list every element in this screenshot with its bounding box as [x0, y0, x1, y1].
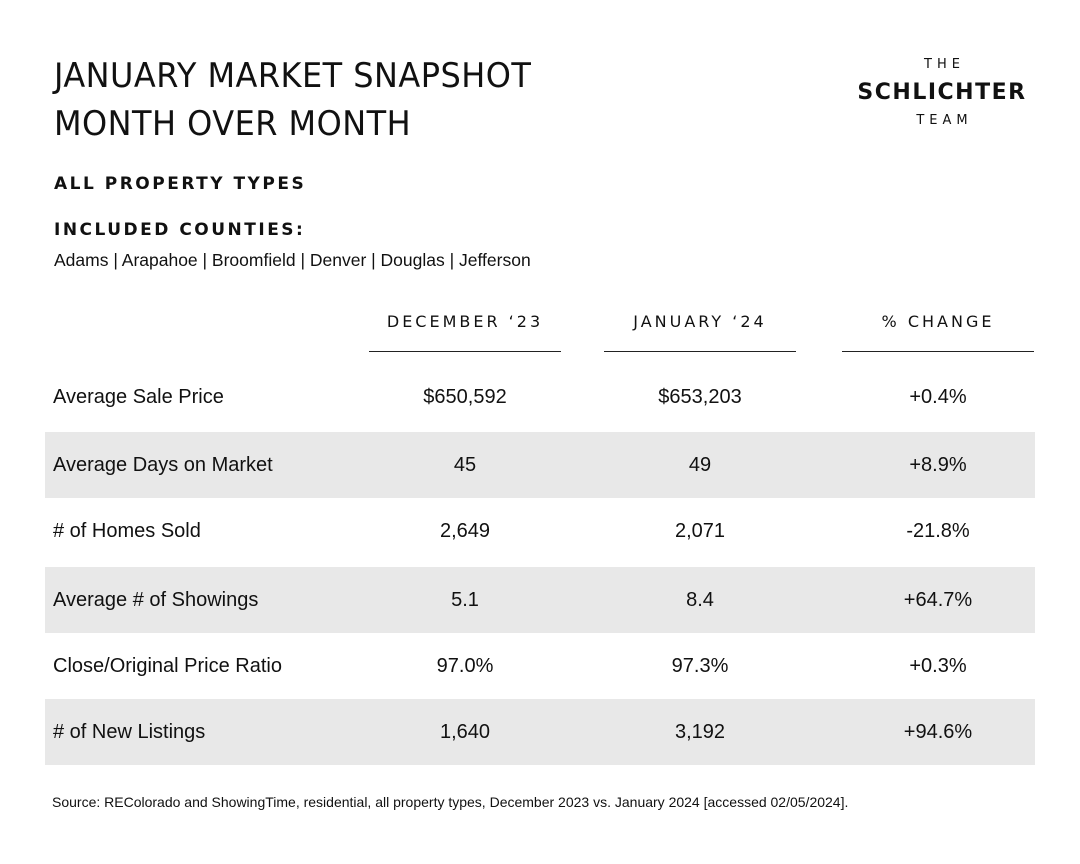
table-row: # of New Listings 1,640 3,192 +94.6% [45, 699, 1035, 765]
logo-top-text: THE [924, 57, 965, 72]
row-label: # of New Listings [53, 721, 206, 743]
property-types-heading: ALL PROPERTY TYPES [54, 174, 307, 194]
column-header-change: % CHANGE [881, 312, 995, 331]
column-header-january: JANUARY ‘24 [633, 312, 767, 331]
logo-name-text: SCHLICHTER [857, 80, 1027, 105]
change-value: +8.9% [909, 454, 967, 476]
january-value: $653,203 [658, 386, 742, 408]
logo-bottom-text: TEAM [916, 113, 973, 128]
title-line-2: MONTH OVER MONTH [54, 104, 412, 144]
column-divider [604, 351, 796, 352]
december-value: 97.0% [436, 655, 494, 677]
change-value: +0.3% [909, 655, 967, 677]
table-row: # of Homes Sold 2,649 2,071 -21.8% [45, 498, 1035, 564]
row-label: Average # of Showings [53, 589, 259, 611]
change-value: +0.4% [909, 386, 967, 408]
source-footnote: Source: REColorado and ShowingTime, resi… [52, 794, 849, 810]
column-divider [369, 351, 561, 352]
january-value: 97.3% [671, 655, 729, 677]
table-row: Average Sale Price $650,592 $653,203 +0.… [45, 364, 1035, 430]
counties-heading: INCLUDED COUNTIES: [54, 220, 306, 240]
december-value: 5.1 [451, 589, 479, 611]
row-label: # of Homes Sold [53, 520, 201, 542]
january-value: 49 [688, 454, 712, 476]
row-label: Close/Original Price Ratio [53, 655, 282, 677]
december-value: 2,649 [439, 520, 491, 542]
page-title: JANUARY MARKET SNAPSHOT MONTH OVER MONTH [54, 52, 531, 148]
january-value: 2,071 [674, 520, 726, 542]
row-label: Average Sale Price [53, 386, 224, 408]
title-line-1: JANUARY MARKET SNAPSHOT [54, 56, 532, 96]
table-row: Average # of Showings 5.1 8.4 +64.7% [45, 567, 1035, 633]
table-row: Average Days on Market 45 49 +8.9% [45, 432, 1035, 498]
change-value: +94.6% [903, 721, 973, 743]
column-header-december: DECEMBER ‘23 [386, 312, 544, 331]
change-value: +64.7% [903, 589, 973, 611]
december-value: 1,640 [439, 721, 491, 743]
january-value: 8.4 [686, 589, 714, 611]
december-value: 45 [453, 454, 477, 476]
column-divider [842, 351, 1034, 352]
counties-list: Adams | Arapahoe | Broomfield | Denver |… [54, 250, 531, 270]
december-value: $650,592 [423, 386, 507, 408]
brand-logo: THE SCHLICHTER TEAM [842, 56, 1042, 130]
table-row: Close/Original Price Ratio 97.0% 97.3% +… [45, 633, 1035, 699]
change-value: -21.8% [906, 520, 970, 542]
january-value: 3,192 [674, 721, 726, 743]
row-label: Average Days on Market [53, 454, 273, 476]
